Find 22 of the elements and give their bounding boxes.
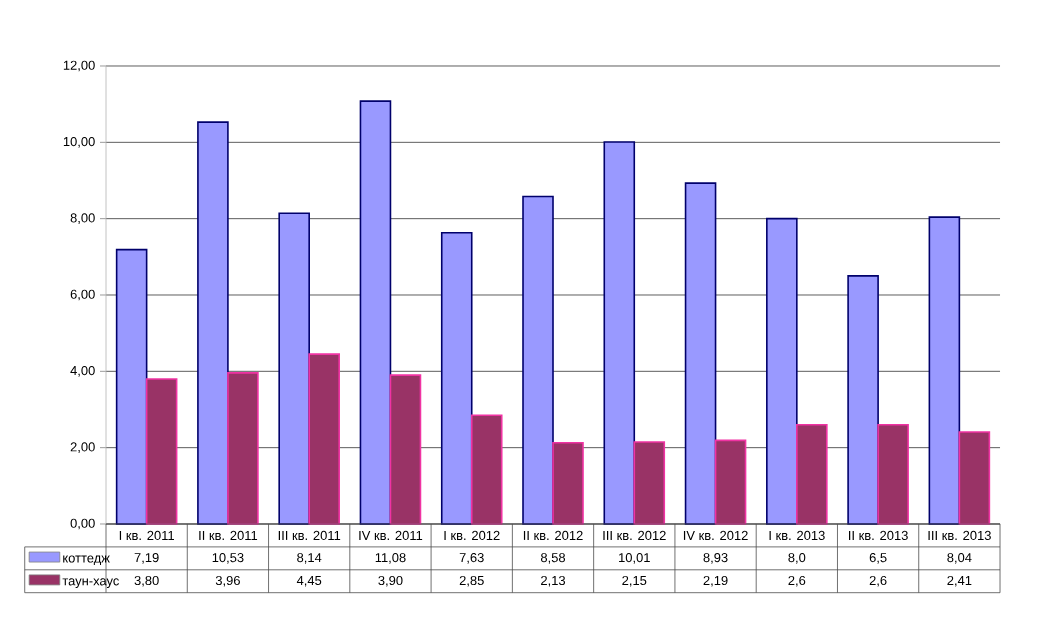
bar <box>197 121 229 525</box>
bar <box>278 212 310 525</box>
bar <box>389 374 422 525</box>
bar <box>522 195 554 525</box>
bar <box>227 372 259 525</box>
bar <box>714 439 747 525</box>
bar <box>877 423 909 525</box>
bar <box>847 275 879 525</box>
bar <box>603 141 636 525</box>
bar <box>796 423 828 525</box>
bar <box>766 217 798 525</box>
bar <box>552 441 584 525</box>
bar <box>928 216 961 525</box>
bar <box>440 231 473 525</box>
bar <box>684 182 717 525</box>
bar <box>308 353 340 525</box>
bar <box>115 248 148 525</box>
bar <box>470 414 503 525</box>
bar <box>958 431 991 525</box>
bar <box>633 441 666 525</box>
bar <box>359 100 392 525</box>
bar <box>145 378 178 525</box>
